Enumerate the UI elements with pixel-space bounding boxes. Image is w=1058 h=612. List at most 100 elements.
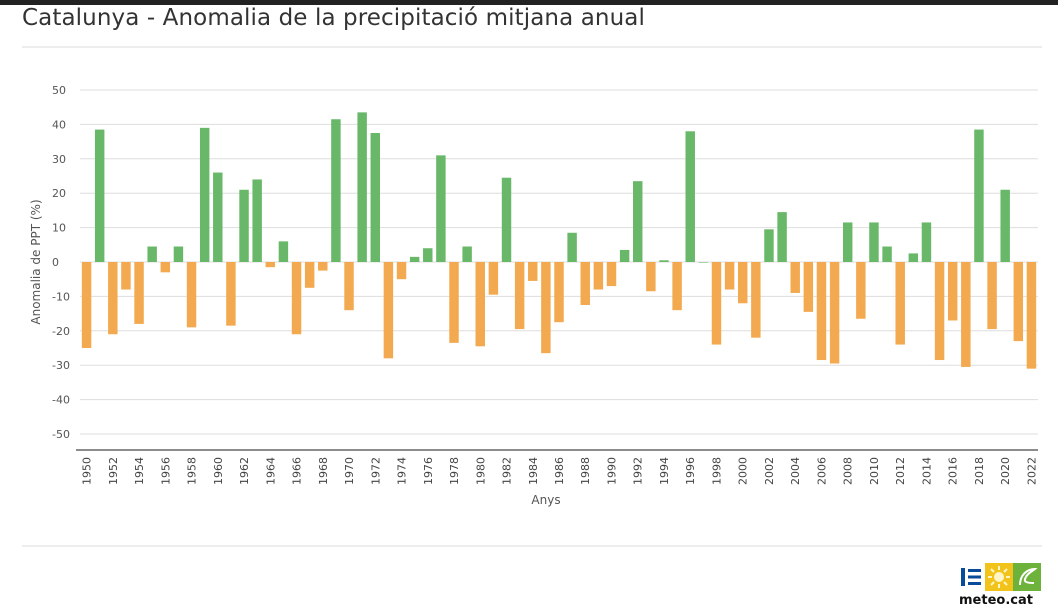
bar-1986 (554, 262, 564, 323)
bar-1965 (278, 241, 289, 262)
y-tick-label: -50 (52, 428, 70, 441)
bar-2003 (777, 212, 787, 262)
bar-1978 (449, 262, 459, 343)
bar-2004 (790, 262, 800, 293)
x-tick-label: 1998 (710, 457, 723, 485)
bar-1998 (711, 262, 722, 345)
x-tick-label: 1990 (605, 457, 618, 485)
bar-1971 (357, 112, 367, 262)
bar-2013 (908, 253, 919, 262)
bar-1961 (226, 262, 236, 326)
x-tick-label: 2014 (920, 457, 933, 485)
x-tick-label: 1954 (133, 457, 146, 485)
bar-1981 (488, 262, 499, 295)
x-tick-label: 2000 (737, 457, 750, 485)
x-tick-label: 2012 (894, 457, 907, 485)
bar-1968 (318, 262, 328, 271)
bar-1995 (672, 262, 682, 311)
x-tick-label: 1960 (212, 457, 225, 485)
bar-2015 (934, 262, 945, 361)
x-axis-tick-labels: 1950 1952 1954 1956 1958 1960 1962 1964 1966 1968… (81, 457, 1039, 485)
bar-1955 (147, 246, 157, 262)
bar-1979 (462, 246, 472, 262)
x-tick-label: 1952 (107, 457, 120, 485)
bars (81, 112, 1037, 369)
x-tick-label: 2018 (973, 457, 986, 485)
bar-1992 (633, 181, 643, 262)
bar-2019 (987, 262, 997, 330)
bar-1984 (528, 262, 538, 281)
bar-1964 (265, 262, 276, 268)
bar-1994 (659, 260, 669, 262)
x-tick-label: 2016 (947, 457, 960, 485)
x-tick-label: 1974 (396, 457, 409, 485)
bar-1983 (514, 262, 525, 330)
title-separator (22, 46, 1042, 48)
bar-2005 (803, 262, 814, 312)
bar-1963 (252, 179, 262, 262)
y-tick-label: -40 (52, 394, 70, 407)
x-tick-label: 1964 (264, 457, 277, 485)
x-tick-label: 1984 (527, 457, 540, 485)
x-tick-label: 1962 (238, 457, 251, 485)
x-tick-label: 1988 (579, 457, 592, 485)
bar-1952 (108, 262, 118, 335)
bar-1975 (409, 256, 420, 262)
y-tick-label: -30 (52, 359, 70, 372)
x-tick-label: 1972 (369, 457, 382, 485)
bar-2018 (974, 129, 984, 262)
bar-1973 (383, 262, 394, 359)
x-tick-label: 2006 (815, 457, 828, 485)
bar-1970 (344, 262, 354, 311)
bar-1977 (436, 155, 446, 262)
bar-1962 (239, 189, 249, 262)
bar-1969 (331, 119, 341, 263)
x-tick-label: 2020 (999, 457, 1012, 485)
bar-2017 (961, 262, 971, 367)
bar-1991 (619, 249, 630, 262)
meteo-cat-logo: meteo.cat (957, 563, 1045, 609)
bar-2022 (1026, 262, 1037, 369)
bar-1956 (160, 262, 171, 273)
x-tick-label: 2004 (789, 457, 802, 485)
bar-2016 (947, 262, 958, 321)
bar-1957 (173, 246, 184, 262)
logo-text: meteo.cat (959, 593, 1033, 608)
bar-1987 (567, 232, 577, 262)
y-tick-label: -10 (52, 290, 70, 303)
bar-2007 (829, 262, 840, 364)
footer-separator (22, 545, 1042, 547)
bar-2000 (738, 262, 748, 304)
bar-2008 (842, 222, 853, 262)
bar-1959 (199, 127, 210, 262)
top-border (0, 0, 1058, 5)
x-tick-label: 1976 (422, 457, 435, 485)
bar-2002 (764, 229, 774, 262)
x-tick-label: 2010 (868, 457, 881, 485)
x-tick-label: 2022 (1025, 457, 1038, 485)
y-tick-label: 20 (52, 187, 66, 200)
x-tick-label: 1992 (632, 457, 645, 485)
bar-1960 (213, 172, 223, 262)
x-axis-label: Anys (531, 493, 560, 507)
bar-2020 (1000, 189, 1010, 262)
bar-1989 (593, 262, 604, 290)
bar-1990 (606, 262, 617, 287)
gridlines (80, 89, 1038, 435)
bar-1967 (304, 262, 315, 288)
x-tick-label: 1956 (159, 457, 172, 485)
bar-2021 (1013, 262, 1024, 342)
leaf-icon (1013, 563, 1041, 591)
bar-1950 (81, 262, 92, 348)
bar-1993 (646, 262, 656, 292)
x-tick-label: 2008 (842, 457, 855, 485)
bar-1982 (501, 177, 512, 262)
flag-stripes-icon (957, 563, 985, 591)
bar-2006 (816, 262, 827, 361)
x-tick-label: 1980 (474, 457, 487, 485)
bar-1988 (580, 262, 590, 305)
bar-1976 (423, 248, 433, 262)
y-tick-label: 40 (52, 118, 66, 131)
bar-2014 (921, 222, 932, 262)
sun-icon (985, 563, 1013, 591)
